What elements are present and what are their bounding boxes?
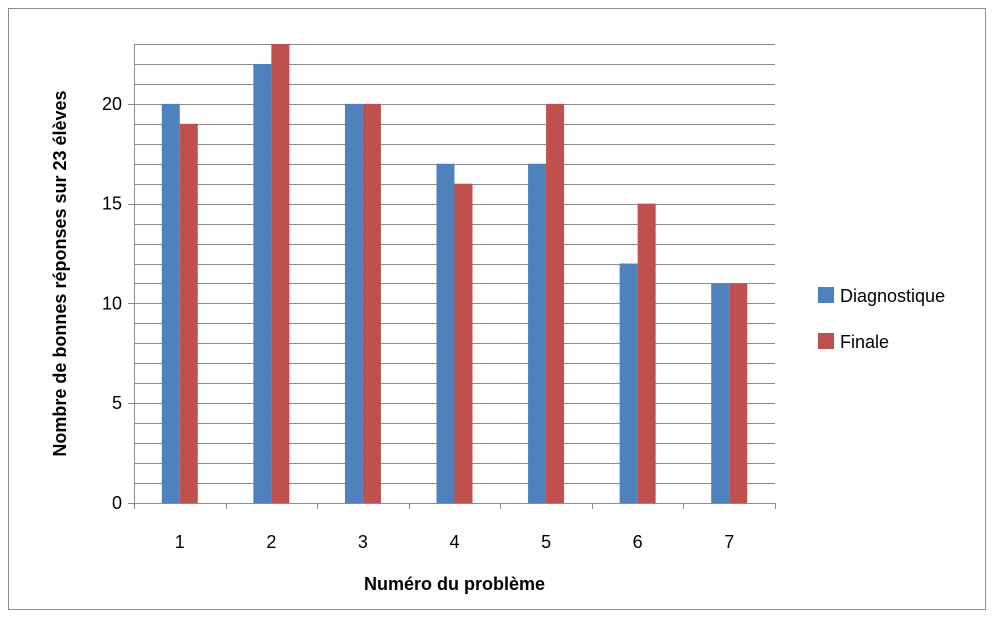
x-axis-title: Numéro du problème <box>364 574 545 594</box>
x-tick-label: 3 <box>358 532 368 552</box>
bar-diagnostique-6 <box>619 263 638 503</box>
x-tick-label: 6 <box>633 532 643 552</box>
bars <box>161 44 748 504</box>
bar-diagnostique-1 <box>161 103 180 503</box>
legend-swatch-diagnostique <box>818 287 834 303</box>
x-tick-label: 4 <box>449 532 459 552</box>
bar-finale-1 <box>179 123 198 504</box>
x-tick-label: 2 <box>266 532 276 552</box>
legend-label-diagnostique: Diagnostique <box>840 286 945 306</box>
legend-label-finale: Finale <box>840 332 889 352</box>
y-tick-label: 10 <box>102 293 122 313</box>
bar-finale-5 <box>546 103 565 503</box>
bar-diagnostique-7 <box>711 283 730 503</box>
x-tick-label: 5 <box>541 532 551 552</box>
bar-finale-6 <box>637 203 656 504</box>
y-tick-label: 20 <box>102 94 122 114</box>
bar-finale-2 <box>271 44 290 503</box>
bar-finale-3 <box>362 103 381 503</box>
legend-swatch-finale <box>818 333 834 349</box>
bar-diagnostique-3 <box>344 103 363 503</box>
y-tick-label: 5 <box>112 393 122 413</box>
axes <box>128 44 776 509</box>
y-axis-title: Nombre de bonnes réponses sur 23 élèves <box>50 90 70 456</box>
bar-diagnostique-5 <box>528 163 547 503</box>
bar-finale-7 <box>729 283 748 503</box>
bar-finale-4 <box>454 183 473 503</box>
legend: Diagnostique Finale <box>818 286 945 352</box>
y-tick-label: 0 <box>112 493 122 513</box>
x-tick-label: 1 <box>175 532 185 552</box>
bar-diagnostique-4 <box>436 163 455 503</box>
y-tick-label: 15 <box>102 194 122 214</box>
bar-diagnostique-2 <box>253 63 272 504</box>
tick-labels: 0 5 10 15 20 1 2 3 4 5 6 7 <box>102 94 734 552</box>
x-tick-label: 7 <box>724 532 734 552</box>
